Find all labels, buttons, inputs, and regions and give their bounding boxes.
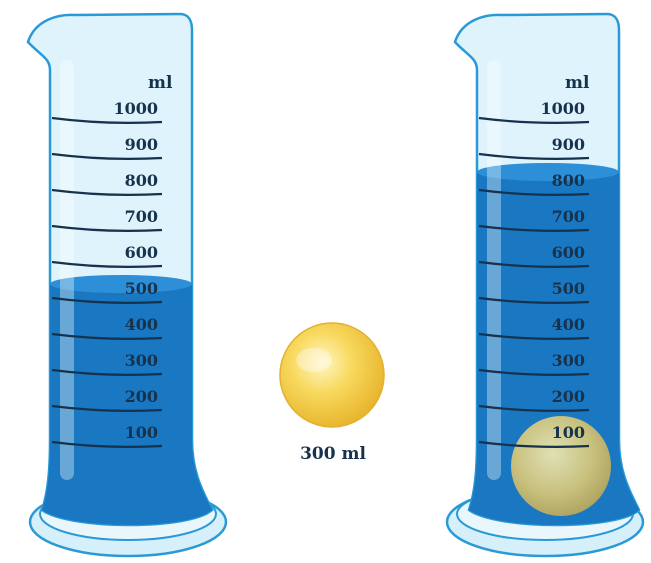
left-scale-tick-label: 300 [125,351,158,370]
right-scale-tick-label: 1000 [540,99,585,118]
left-scale-tick-label: 1000 [113,99,158,118]
right-cylinder-liquid-surface [477,163,619,181]
right-scale-tick-label: 100 [552,423,585,442]
left-scale-tick-line [51,368,163,376]
ball-label: 300 ml [300,444,366,464]
right-scale-tick-label: 300 [552,351,585,370]
left-scale-tick-line [51,260,163,268]
left-scale-tick-label: 200 [125,387,158,406]
left-scale-tick-line [51,440,163,448]
left-scale-tick-line [51,152,163,160]
left-cylinder-scale: 1000 900 800 700 600 500 400 300 200 100 [51,99,163,448]
left-cylinder-highlight [60,60,74,480]
right-scale-tick-line [478,188,590,196]
left-scale-tick-line [51,116,163,124]
left-scale-tick-line [51,404,163,412]
left-cylinder-liquid-surface [50,275,192,293]
right-scale-tick-line [478,440,590,448]
left-scale-tick-label: 900 [125,135,158,154]
right-scale-tick-line [478,404,590,412]
right-scale-tick-line [478,368,590,376]
right-scale-tick-label: 600 [552,243,585,262]
left-cylinder: ml 1000 900 800 700 600 500 400 300 200 100 [26,12,228,558]
right-scale-tick-line [478,152,590,160]
left-scale-tick-line [51,224,163,232]
right-scale-tick-label: 800 [552,171,585,190]
left-scale-tick-label: 100 [125,423,158,442]
right-scale-tick-line [478,224,590,232]
ball [279,322,385,428]
left-cylinder-unit: ml [148,73,173,93]
right-scale-tick-label: 700 [552,207,585,226]
left-scale-tick-label: 700 [125,207,158,226]
right-cylinder-scale: 1000 900 800 700 600 500 400 300 200 100 [478,99,590,448]
left-scale-tick-line [51,188,163,196]
left-cylinder-liquid [42,276,212,525]
right-scale-tick-line [478,296,590,304]
right-scale-tick-label: 200 [552,387,585,406]
left-scale-tick-label: 600 [125,243,158,262]
right-scale-tick-label: 900 [552,135,585,154]
right-cylinder: ml 1000 900 800 700 600 500 400 300 200 100 [445,12,645,558]
ball-group: 300 ml [279,322,385,464]
right-scale-tick-line [478,332,590,340]
ball-shine [296,348,332,372]
right-scale-tick-label: 400 [552,315,585,334]
right-scale-tick-line [478,116,590,124]
left-scale-tick-label: 800 [125,171,158,190]
right-scale-tick-label: 500 [552,279,585,298]
left-scale-tick-line [51,296,163,304]
right-cylinder-unit: ml [565,73,590,93]
submerged-ball [511,416,611,516]
left-scale-tick-label: 500 [125,279,158,298]
left-scale-tick-label: 400 [125,315,158,334]
left-scale-tick-line [51,332,163,340]
right-scale-tick-line [478,260,590,268]
right-cylinder-highlight [487,60,501,480]
